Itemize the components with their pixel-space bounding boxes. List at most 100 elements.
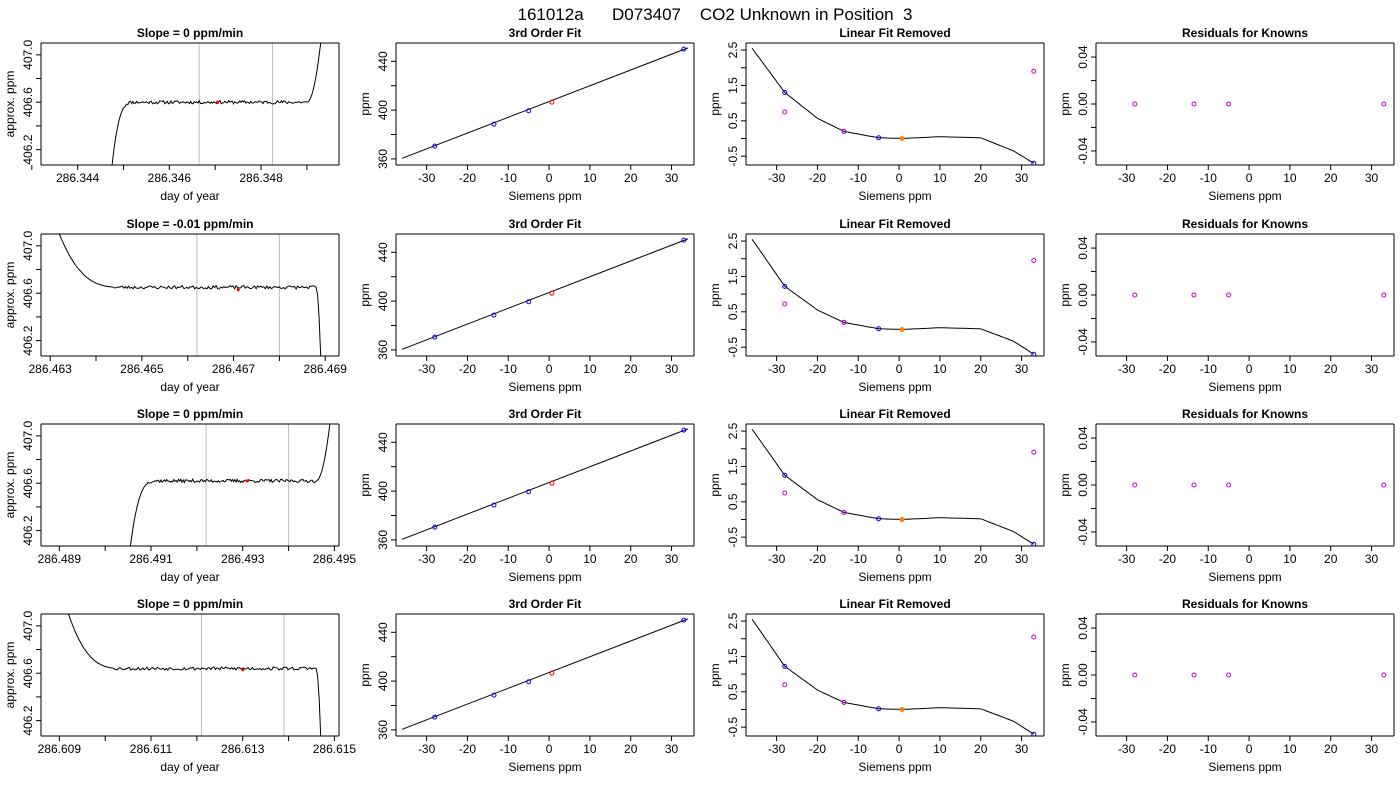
y-tick-label: 407.0 [21, 611, 35, 641]
x-tick-label: -10 [500, 171, 518, 185]
x-tick-label: -10 [1200, 362, 1218, 376]
y-tick-label: 0.5 [726, 112, 740, 129]
panel-title: Slope = 0 ppm/min [137, 597, 243, 611]
x-tick-label: 286.344 [56, 171, 100, 185]
y-tick-label: 0.04 [1076, 426, 1090, 450]
data-point [1031, 160, 1037, 165]
y-axis-label: approx. ppm [3, 262, 17, 329]
panel-title: 3rd Order Fit [509, 407, 582, 421]
fit-line [401, 428, 689, 540]
x-tick-label: 10 [583, 742, 597, 756]
x-tick-label: 0 [546, 362, 553, 376]
x-tick-label: -20 [1159, 171, 1177, 185]
data-layer [401, 427, 689, 540]
x-tick-label: 10 [1283, 552, 1297, 566]
y-axis-label: ppm [708, 283, 722, 306]
data-point [549, 290, 555, 296]
x-tick-label: 286.469 [304, 362, 348, 376]
x-tick-label: -20 [809, 362, 827, 376]
x-tick-label: -30 [768, 362, 786, 376]
y-tick-label: -0.04 [1076, 137, 1090, 165]
y-axis-label: ppm [358, 473, 372, 496]
y-tick-label: 2.5 [726, 232, 740, 249]
panel-r0-c1: 3rd Order Fit -30 -20 -10 0 10 20 30 360 400 440 Si… [358, 26, 695, 203]
data-point [782, 663, 788, 669]
y-tick-label: 1.5 [726, 268, 740, 285]
data-point [526, 489, 532, 495]
unknown-average-point [241, 668, 245, 672]
data-point [1031, 449, 1037, 455]
data-layer [1132, 101, 1387, 107]
x-tick-label: 0 [896, 171, 903, 185]
y-tick-label: 0.04 [1076, 45, 1090, 69]
y-tick-label: 0.04 [1076, 616, 1090, 640]
panel-title: 3rd Order Fit [509, 217, 582, 231]
x-tick-label: 10 [933, 742, 947, 756]
y-tick-label: -0.5 [726, 336, 740, 357]
data-point [841, 319, 847, 325]
x-tick-label: -20 [1159, 742, 1177, 756]
data-point [1132, 292, 1138, 298]
x-tick-label: -10 [850, 742, 868, 756]
trace-line [58, 234, 322, 356]
x-tick-label: 0 [546, 552, 553, 566]
data-point [681, 237, 687, 243]
y-tick-label: 400 [376, 291, 390, 311]
y-tick-label: -0.04 [1076, 708, 1090, 736]
data-point [899, 326, 905, 332]
x-axis-label: Siemens ppm [508, 570, 581, 584]
y-tick-label: 0.5 [726, 493, 740, 510]
x-tick-label: 30 [1015, 742, 1029, 756]
y-axis-label: approx. ppm [3, 642, 17, 709]
y-tick-label: 360 [376, 340, 390, 360]
data-layer [401, 237, 689, 350]
data-layer [1132, 292, 1387, 298]
x-tick-label: 286.463 [28, 362, 72, 376]
x-tick-label: 30 [1365, 171, 1379, 185]
y-tick-label: 400 [376, 481, 390, 501]
panel-title: 3rd Order Fit [509, 26, 582, 40]
y-axis-label: approx. ppm [3, 452, 17, 519]
x-axis-label: day of year [160, 570, 219, 584]
panel-r1-c1: 3rd Order Fit -30 -20 -10 0 10 20 30 360 400 440 Si… [358, 217, 695, 394]
unknown-average-point [236, 288, 240, 292]
y-tick-label: 0.5 [726, 683, 740, 700]
data-point [1226, 292, 1232, 298]
y-axis-label: ppm [708, 92, 722, 115]
x-tick-label: 286.609 [38, 742, 82, 756]
x-tick-label: -30 [768, 742, 786, 756]
data-point [782, 109, 788, 115]
x-axis-label: Siemens ppm [1208, 189, 1281, 203]
x-tick-label: 30 [1015, 362, 1029, 376]
panel-r2-c2: Linear Fit Removed -30 -20 -10 0 10 20 30 -0.5 0.… [708, 407, 1045, 584]
x-tick-label: 30 [665, 742, 679, 756]
panel-r2-c3: Residuals for Knowns -30 -20 -10 0 10 20 30 -0.0… [1058, 407, 1395, 584]
y-tick-label: 2.5 [726, 41, 740, 58]
data-point [899, 516, 905, 522]
data-point [1031, 541, 1037, 546]
fit-line [401, 47, 689, 159]
x-tick-label: -30 [1118, 362, 1136, 376]
y-tick-label: 360 [376, 720, 390, 740]
data-point [1031, 731, 1037, 736]
trace-line [129, 424, 331, 546]
x-tick-label: -10 [1200, 552, 1218, 566]
panel-r0-c3: Residuals for Knowns -30 -20 -10 0 10 20 30 -0.0… [1058, 26, 1395, 203]
y-tick-label: 0.00 [1076, 283, 1090, 307]
x-tick-label: -10 [500, 742, 518, 756]
x-tick-label: 0 [1246, 362, 1253, 376]
y-tick-label: 406.2 [21, 325, 35, 355]
y-tick-label: 0.00 [1076, 473, 1090, 497]
x-tick-label: 0 [1246, 552, 1253, 566]
x-tick-label: 20 [1324, 362, 1338, 376]
data-point [841, 128, 847, 134]
panel-r3-c1: 3rd Order Fit -30 -20 -10 0 10 20 30 360 400 440 Si… [358, 597, 695, 774]
trace-line [111, 43, 322, 165]
data-point [1226, 101, 1232, 107]
x-tick-label: -10 [500, 552, 518, 566]
x-tick-label: 286.489 [38, 552, 82, 566]
data-layer [401, 46, 689, 159]
x-tick-label: 0 [896, 362, 903, 376]
x-tick-label: -30 [418, 742, 436, 756]
x-tick-label: 30 [665, 362, 679, 376]
